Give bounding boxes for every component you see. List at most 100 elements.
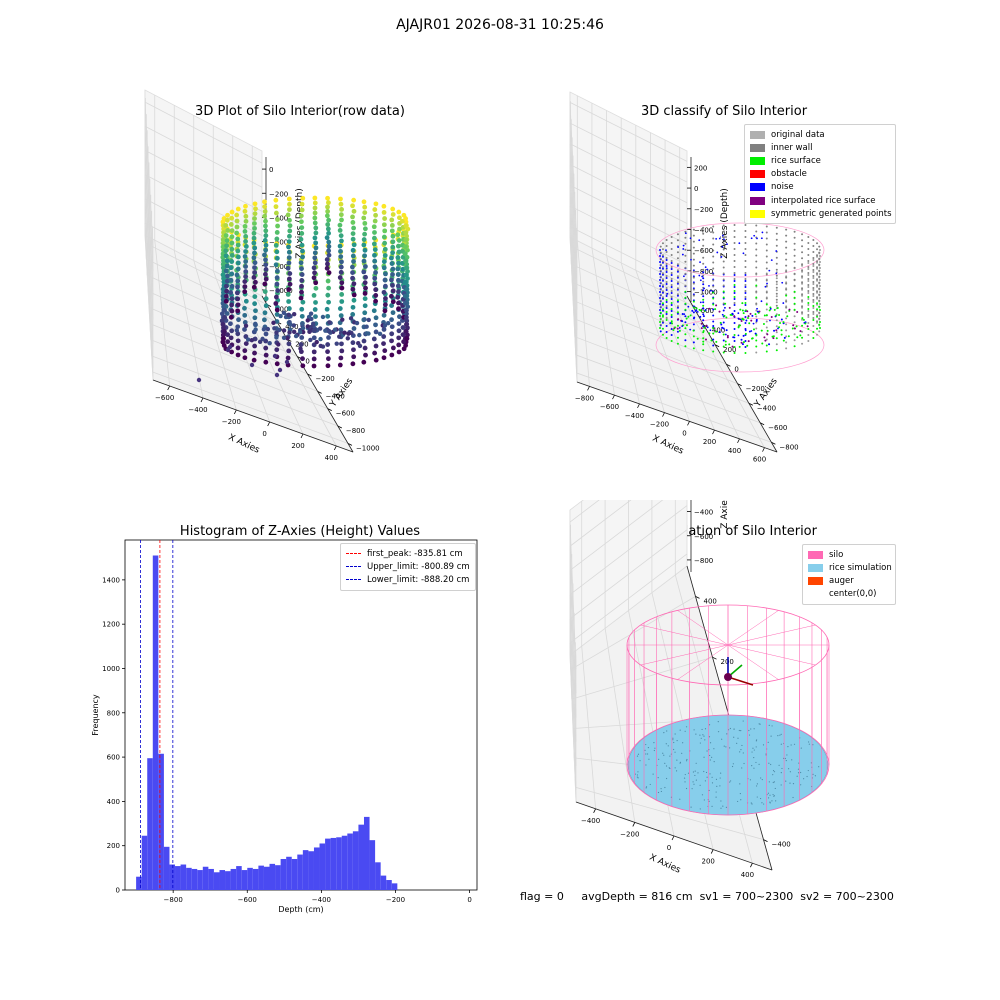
raw-point (337, 228, 343, 233)
raw-point (273, 210, 279, 216)
classify-wall-point (692, 228, 695, 231)
raw-point (362, 226, 368, 232)
raw-point (350, 231, 356, 237)
raw-point (317, 326, 323, 331)
raw-point (243, 239, 248, 244)
raw-point (312, 195, 318, 201)
raw-point (313, 314, 318, 319)
classify-wall-point (722, 351, 725, 354)
classify-wall-point (661, 279, 664, 282)
raw-point (221, 226, 227, 232)
histogram-bar (213, 872, 220, 890)
classify-surface-point (710, 339, 713, 342)
simulation-legend-item: auger (808, 574, 890, 587)
classify-wall-point (692, 294, 695, 297)
legend-swatch (808, 590, 823, 598)
raw-point (281, 310, 287, 316)
classify-wall-point (661, 302, 664, 305)
rice-mesh-point (663, 732, 665, 734)
classify-wall-point (676, 294, 679, 297)
histogram-bar (375, 862, 381, 890)
classify-surface-point (741, 317, 744, 320)
classify-wall-point (818, 269, 821, 272)
classify-wall-point (818, 330, 821, 333)
classify-wall-point (702, 226, 705, 229)
classify-surface-point (712, 325, 715, 328)
classify-wall-point (816, 285, 819, 288)
raw-point (252, 250, 257, 256)
raw-point (381, 222, 387, 228)
classify-wall-point (712, 231, 715, 234)
raw-point (224, 288, 230, 294)
classify-wall-point (812, 282, 815, 285)
classify-wall-point (816, 297, 819, 300)
histogram-x-tick-label: −200 (386, 896, 405, 904)
classify-noise-point (696, 311, 699, 313)
classify-surface-point (773, 308, 776, 311)
classify-surface-point (755, 320, 758, 323)
classify-noise-point (682, 244, 685, 247)
raw-point (242, 348, 248, 354)
raw-point (224, 217, 230, 223)
rice-mesh-point (740, 799, 742, 801)
classify-wall-point (793, 345, 796, 348)
raw-point (311, 265, 317, 271)
rice-mesh-point (673, 741, 675, 744)
classify-wall-point (712, 243, 715, 246)
raw-point (243, 249, 249, 254)
raw-point (382, 253, 388, 258)
classify-wall-point (733, 285, 736, 288)
classify-wall-point (785, 329, 788, 332)
raw-point (338, 254, 344, 260)
rice-mesh-point (666, 730, 668, 732)
rice-mesh-point (681, 752, 683, 754)
classify-wall-point (661, 284, 664, 287)
classify-noise-point (760, 237, 763, 240)
classify-wall-point (712, 350, 715, 353)
classify-wall-point (775, 304, 778, 307)
classify-point-cloud (655, 222, 825, 373)
classify-wall-point (692, 306, 695, 309)
raw-point (363, 352, 368, 358)
classify-wall-point (819, 279, 821, 281)
rice-mesh-point (768, 762, 770, 764)
raw-point (357, 332, 362, 338)
classify-wall-point (816, 267, 819, 270)
raw-point (339, 280, 345, 286)
classify-wall-point (801, 263, 804, 266)
classify-surface-point (702, 315, 705, 318)
classify-wall-point (744, 236, 747, 239)
raw-point (312, 255, 318, 261)
raw-point (252, 301, 258, 307)
raw-point (229, 252, 235, 258)
raw-point (263, 271, 268, 277)
classify-noise-point (766, 282, 768, 285)
classify-wall-point (684, 302, 687, 305)
sim-x-tick-label: 400 (741, 871, 754, 879)
classify-wall-point (819, 255, 821, 257)
cls-y-tick-label: 400 (712, 326, 725, 334)
classify-surface-point (791, 327, 794, 330)
raw-x-tick-label: 400 (325, 454, 338, 462)
raw-point (222, 315, 228, 320)
raw-point (229, 296, 235, 302)
rice-mesh-point (749, 779, 752, 781)
rice-mesh-point (702, 734, 704, 736)
classify-surface-point (775, 314, 778, 317)
classify-surface-point (748, 322, 751, 325)
histogram-bar (236, 866, 242, 890)
raw-point (404, 286, 410, 292)
rice-mesh-point (773, 781, 775, 783)
raw-point (403, 272, 409, 278)
classify-noise-point (701, 275, 704, 278)
raw-point (390, 310, 396, 316)
classify-wall-point (812, 299, 815, 302)
rice-mesh-point (771, 725, 773, 727)
classify-noise-point (721, 313, 724, 316)
rice-mesh-point (653, 749, 655, 752)
classify-surface-point (760, 329, 763, 332)
cls-z-grid (569, 102, 578, 248)
raw-point (299, 278, 305, 283)
raw-point (350, 340, 356, 346)
classify-wall-point (712, 237, 715, 240)
